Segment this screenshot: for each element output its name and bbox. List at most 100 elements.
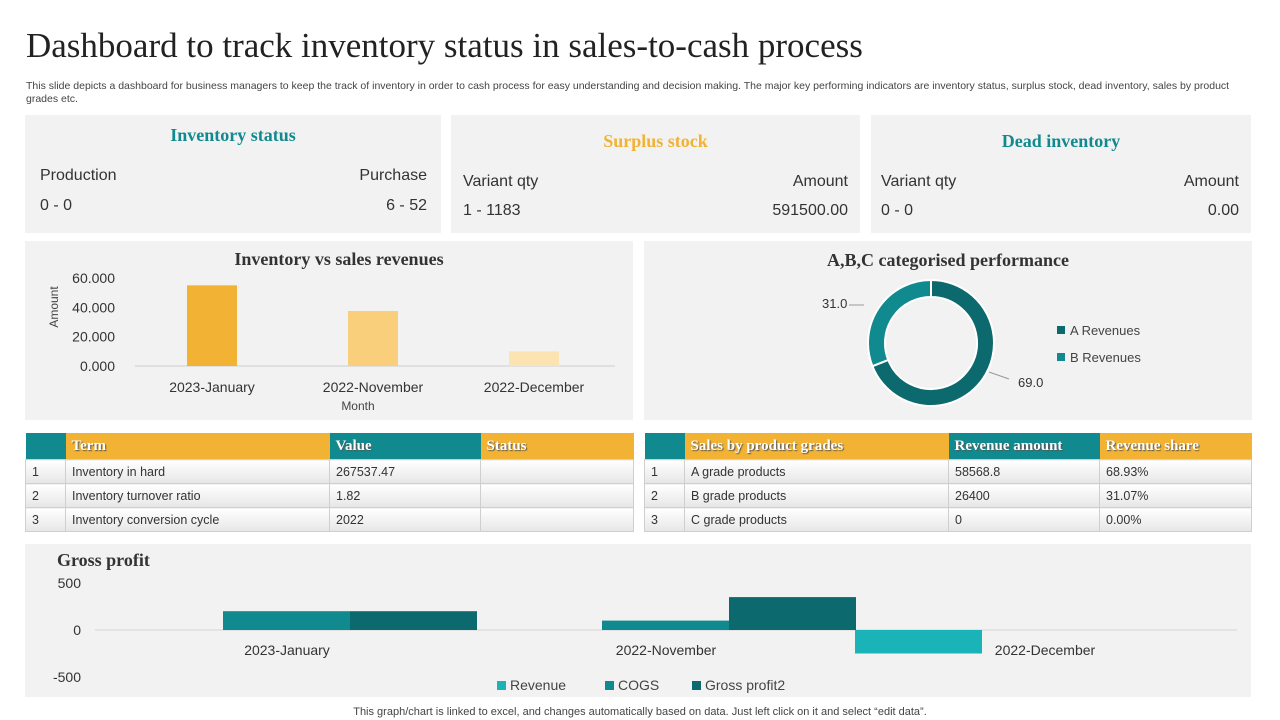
abc-donut-chart: A,B,C categorised performance 69.0 31.0 … (822, 250, 1141, 407)
chart3-legend-label: Revenue (510, 677, 566, 693)
chart1-category-label: 2022-November (323, 379, 424, 395)
chart1-ytick-label: 40.000 (72, 299, 115, 315)
surplus-variant-value: 1 - 1183 (463, 202, 521, 219)
table-cell (480, 507, 634, 532)
donut-slice (867, 278, 932, 368)
grades-table: Sales by product grades Revenue amount R… (644, 433, 1252, 532)
table-cell: 1 (25, 459, 66, 484)
table-cell: 2022 (329, 507, 481, 532)
inventory-sales-panel: Inventory vs sales revenues Amount Month… (25, 241, 633, 420)
table-row: 1 A grade products 58568.8 68.93% (644, 459, 1252, 484)
dead-inventory-title: Dead inventory (1001, 131, 1121, 151)
table-cell: 31.07% (1099, 483, 1252, 508)
chart3-bar (223, 611, 350, 630)
table-cell: 1 (644, 459, 685, 484)
table-cell: 0 (948, 507, 1100, 532)
legend-b-swatch (1057, 353, 1065, 361)
chart1-title: Inventory vs sales revenues (234, 249, 443, 269)
dead-variant-label: Variant qty (881, 173, 957, 190)
table-cell: 2 (644, 483, 685, 508)
production-value: 0 - 0 (40, 197, 73, 214)
table-cell: 2 (25, 483, 66, 508)
table-row: 3 Inventory conversion cycle 2022 (25, 507, 634, 532)
chart3-bar (350, 611, 477, 630)
legend-a-label: A Revenues (1070, 323, 1141, 338)
legend-b-label: B Revenues (1070, 350, 1141, 365)
table-cell: 58568.8 (948, 459, 1100, 484)
purchase-value: 6 - 52 (386, 197, 427, 214)
table-cell: 3 (25, 507, 66, 532)
chart3-legend-swatch (692, 681, 701, 690)
surplus-stock-panel: Surplus stock Variant qty Amount 1 - 118… (451, 115, 860, 233)
chart3-ytick-label: 0 (73, 622, 81, 638)
purchase-label: Purchase (359, 167, 427, 184)
grades-table-header-amount: Revenue amount (948, 433, 1100, 460)
surplus-stock-title: Surplus stock (603, 131, 708, 151)
table-cell (480, 459, 634, 484)
table-cell: 0.00% (1099, 507, 1252, 532)
table-cell: 1.82 (329, 483, 481, 508)
gross-profit-panel: Gross profit 500 0 -500 2023-January 2022-N… (25, 544, 1251, 697)
slice-b-value-label: 31.0 (822, 296, 847, 311)
surplus-amount-label: Amount (792, 173, 848, 190)
footer-note: This graph/chart is linked to excel, and… (353, 706, 927, 718)
chart3-bar (602, 620, 729, 630)
page-title: Dashboard to track inventory status in s… (26, 26, 863, 65)
table-cell: 267537.47 (329, 459, 481, 484)
surplus-variant-label: Variant qty (463, 173, 539, 190)
dead-amount-value: 0.00 (1207, 202, 1239, 219)
chart3-category-label: 2022-December (995, 642, 1096, 658)
dead-variant-value: 0 - 0 (881, 202, 914, 219)
table-cell: 3 (644, 507, 685, 532)
chart3-bar (855, 630, 982, 654)
chart3-legend-swatch (605, 681, 614, 690)
table-cell (480, 483, 634, 508)
slice-a-value-label: 69.0 (1018, 375, 1043, 390)
chart2-title: A,B,C categorised performance (827, 250, 1069, 270)
chart3-bar (729, 597, 856, 630)
inventory-table-header-status: Status (480, 433, 634, 460)
table-cell: B grade products (684, 483, 949, 508)
chart1-bar (187, 285, 237, 366)
inventory-table-header-value: Value (329, 433, 481, 460)
table-cell: 26400 (948, 483, 1100, 508)
table-row: 2 Inventory turnover ratio 1.82 (25, 483, 634, 508)
table-row: 3 C grade products 0 0.00% (644, 507, 1252, 532)
chart3-ytick-label: 500 (58, 575, 82, 591)
table-cell: Inventory in hard (65, 459, 330, 484)
chart3-ytick-label: -500 (53, 669, 81, 685)
inventory-status-title: Inventory status (170, 125, 296, 145)
chart1-ytick-label: 60.000 (72, 270, 115, 286)
inventory-table-header-term: Term (65, 433, 330, 460)
table-row: 2 B grade products 26400 31.07% (644, 483, 1252, 508)
chart1-ytick-label: 20.000 (72, 329, 115, 345)
chart3-title: Gross profit (57, 550, 150, 570)
table-cell: 68.93% (1099, 459, 1252, 484)
chart3-category-label: 2023-January (244, 642, 330, 658)
abc-performance-panel: A,B,C categorised performance 69.0 31.0 … (644, 241, 1252, 420)
grades-table-header-index (644, 433, 685, 460)
surplus-amount-value: 591500.00 (772, 202, 848, 219)
chart1-category-label: 2022-December (484, 379, 585, 395)
chart1-ylabel: Amount (47, 286, 61, 328)
legend-a-swatch (1057, 326, 1065, 334)
table-row: 1 Inventory in hard 267537.47 (25, 459, 634, 484)
production-label: Production (40, 167, 117, 184)
grades-table-header-grade: Sales by product grades (684, 433, 949, 460)
chart1-bar (509, 351, 559, 366)
chart3-legend-swatch (497, 681, 506, 690)
chart3-legend-label: Gross profit2 (705, 677, 785, 693)
inventory-table: Term Value Status 1 Inventory in hard 26… (25, 433, 634, 532)
chart1-bar (348, 311, 398, 366)
page-subtitle: This slide depicts a dashboard for busin… (26, 80, 1230, 105)
dead-inventory-panel: Dead inventory Variant qty Amount 0 - 0 … (871, 115, 1251, 233)
grades-table-header-share: Revenue share (1099, 433, 1252, 460)
inventory-table-header-index (25, 433, 66, 460)
table-cell: C grade products (684, 507, 949, 532)
chart1-xlabel: Month (341, 399, 374, 413)
table-cell: Inventory turnover ratio (65, 483, 330, 508)
gross-profit-chart: Gross profit 500 0 -500 2023-January 2022-N… (53, 550, 1237, 693)
table-cell: Inventory conversion cycle (65, 507, 330, 532)
donut-slice (871, 278, 995, 407)
dead-amount-label: Amount (1183, 173, 1239, 190)
